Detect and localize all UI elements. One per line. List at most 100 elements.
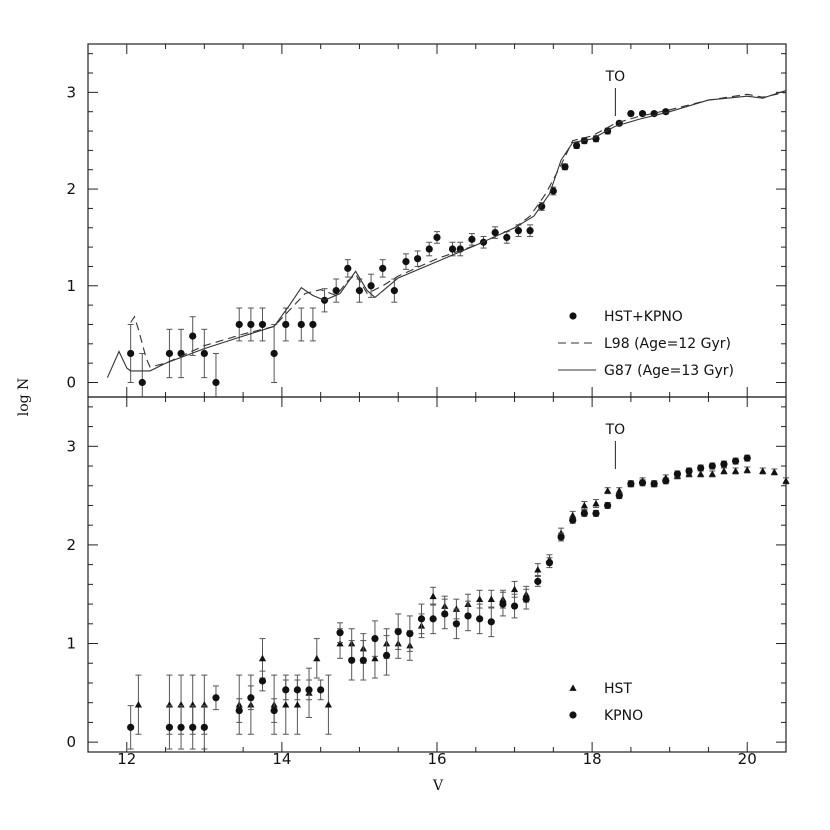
hst-kpno-point <box>270 349 278 358</box>
hst-kpno-point <box>189 332 197 340</box>
hst-point <box>336 639 344 647</box>
hst-point <box>258 654 267 662</box>
kpno-point <box>235 706 243 715</box>
x-tick-label: 20 <box>738 750 757 768</box>
legend-triangle-marker <box>569 684 577 691</box>
kpno-point <box>638 479 647 487</box>
hst-point <box>770 468 778 475</box>
hst-kpno-point <box>491 228 499 237</box>
kpno-point <box>336 629 344 637</box>
hst-point <box>313 654 321 662</box>
hst-point <box>731 467 740 474</box>
hst-kpno-point <box>247 320 255 329</box>
hst-point <box>324 701 333 708</box>
top-turnoff-label: TO <box>605 69 626 85</box>
hst-kpno-point <box>448 245 457 253</box>
kpno-point <box>270 706 278 715</box>
hst-kpno-point <box>468 235 476 243</box>
kpno-point <box>441 610 449 618</box>
kpno-point <box>476 615 484 623</box>
hst-point <box>580 501 588 509</box>
kpno-point <box>592 509 600 517</box>
l98-model-curve <box>130 91 786 368</box>
hst-point <box>743 466 751 473</box>
kpno-point <box>189 723 197 731</box>
kpno-point <box>673 470 682 478</box>
hst-kpno-point <box>503 233 511 242</box>
kpno-point <box>348 656 356 664</box>
hst-point <box>569 511 577 519</box>
hst-point <box>429 592 437 600</box>
hst-kpno-point <box>235 320 243 329</box>
hst-point <box>708 470 716 477</box>
kpno-point <box>731 457 740 465</box>
kpno-point <box>359 656 367 664</box>
bottom-y-tick-label: 1 <box>66 635 76 653</box>
x-tick-label: 12 <box>117 750 136 768</box>
hst-kpno-point <box>344 264 352 272</box>
hst-point <box>615 487 623 494</box>
hst-point <box>476 595 484 603</box>
x-tick-label: 14 <box>272 750 291 768</box>
kpno-point <box>382 651 391 659</box>
hst-kpno-point <box>402 258 410 266</box>
hst-kpno-point <box>138 378 146 387</box>
kpno-point <box>580 509 588 517</box>
hst-kpno-point <box>297 320 305 329</box>
kpno-point <box>697 464 705 472</box>
kpno-point <box>708 462 716 470</box>
hst-kpno-point <box>390 287 398 295</box>
kpno-point <box>429 615 437 623</box>
kpno-point <box>417 615 426 623</box>
kpno-point <box>394 628 402 636</box>
x-tick-label: 16 <box>427 750 446 768</box>
top-y-tick-label: 2 <box>66 180 76 198</box>
kpno-point <box>317 686 325 694</box>
hst-point <box>720 467 728 474</box>
hst-kpno-point <box>200 349 208 358</box>
kpno-point <box>604 501 612 510</box>
kpno-point <box>371 634 379 643</box>
kpno-point <box>258 677 267 685</box>
kpno-point <box>522 595 530 603</box>
kpno-point <box>615 492 623 500</box>
hst-kpno-point <box>258 320 267 329</box>
hst-kpno-point <box>332 287 340 295</box>
legend-label: L98 (Age=12 Gyr) <box>604 336 731 352</box>
hst-kpno-point <box>355 287 364 295</box>
bottom-y-tick-label: 0 <box>66 733 76 751</box>
kpno-point <box>557 533 565 541</box>
hst-point <box>371 654 379 662</box>
hst-point <box>510 585 519 593</box>
hst-point <box>697 470 705 477</box>
hst-kpno-point <box>627 110 635 118</box>
legend-label: G87 (Age=13 Gyr) <box>604 363 734 379</box>
hst-kpno-point <box>127 349 135 358</box>
hst-kpno-point <box>309 320 317 329</box>
hst-point <box>487 595 495 603</box>
kpno-point <box>464 612 472 620</box>
hst-kpno-point <box>367 282 375 290</box>
kpno-point <box>305 686 313 694</box>
kpno-point <box>200 723 208 731</box>
hst-point <box>134 701 143 708</box>
kpno-point <box>545 559 554 567</box>
kpno-point <box>247 694 255 702</box>
kpno-point <box>406 630 414 638</box>
top-y-tick-label: 0 <box>66 373 76 391</box>
hst-point <box>534 565 542 573</box>
kpno-point <box>127 723 135 731</box>
kpno-point <box>165 723 174 731</box>
hst-kpno-point <box>414 255 422 263</box>
bottom-y-tick-label: 3 <box>66 437 76 455</box>
hst-point <box>293 701 301 708</box>
hst-point <box>782 477 790 484</box>
hst-kpno-point <box>425 245 433 253</box>
x-tick-label: 18 <box>583 750 602 768</box>
hst-kpno-point <box>526 227 534 235</box>
hst-kpno-point <box>212 378 220 387</box>
hst-kpno-point <box>514 227 523 235</box>
hst-kpno-point <box>165 349 174 358</box>
